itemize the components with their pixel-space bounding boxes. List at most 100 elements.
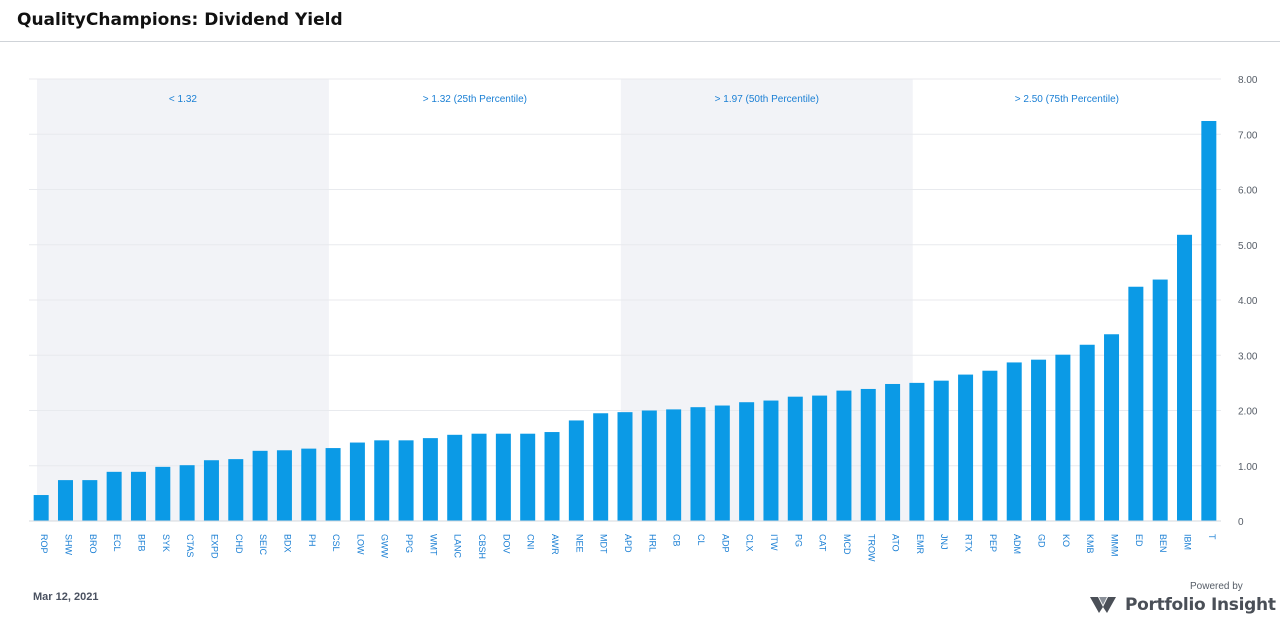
bar[interactable]	[836, 390, 852, 521]
x-tick-label: KMB	[1085, 534, 1095, 554]
y-tick-label: 8.00	[1238, 75, 1258, 86]
x-tick-label: RTX	[964, 534, 974, 552]
bar[interactable]	[57, 480, 73, 521]
y-tick-label: 1.00	[1238, 462, 1258, 473]
x-tick-label: APD	[623, 534, 633, 553]
bar[interactable]	[885, 383, 901, 521]
percentile-band-label: > 2.50 (75th Percentile)	[1015, 94, 1119, 105]
bar[interactable]	[374, 440, 390, 521]
bar[interactable]	[471, 433, 487, 521]
bar[interactable]	[714, 405, 730, 521]
y-tick-label: 4.00	[1238, 296, 1258, 307]
y-tick-label: 7.00	[1238, 130, 1258, 141]
x-tick-label: PH	[307, 534, 317, 547]
x-tick-label: KO	[1061, 534, 1071, 547]
bar[interactable]	[568, 420, 584, 521]
y-tick-label: 6.00	[1238, 186, 1258, 197]
bar[interactable]	[1201, 120, 1217, 522]
bar[interactable]	[1055, 354, 1071, 521]
x-tick-label: MMM	[1110, 534, 1120, 557]
x-tick-label: BDX	[282, 534, 292, 553]
x-tick-label: NEE	[574, 534, 584, 553]
x-tick-label: JNJ	[939, 534, 949, 550]
bar[interactable]	[617, 412, 633, 521]
bar[interactable]	[1177, 234, 1193, 521]
bar[interactable]	[106, 471, 122, 521]
bar[interactable]	[349, 442, 365, 521]
bar[interactable]	[690, 407, 706, 521]
x-tick-label: ED	[1134, 534, 1144, 547]
bar[interactable]	[1104, 334, 1120, 521]
bar[interactable]	[1031, 359, 1047, 521]
brand[interactable]: Portfolio Insight	[1090, 593, 1276, 617]
x-tick-label: SHW	[63, 534, 73, 556]
x-tick-label: TROW	[866, 534, 876, 562]
bar[interactable]	[544, 432, 560, 521]
x-tick-label: SYK	[161, 534, 171, 552]
bar[interactable]	[155, 466, 171, 521]
brand-name: Portfolio Insight	[1125, 595, 1276, 615]
percentile-band-label: > 1.97 (50th Percentile)	[715, 94, 819, 105]
x-tick-label: ITW	[769, 534, 779, 551]
bar[interactable]	[982, 370, 998, 521]
x-tick-label: GWW	[380, 534, 390, 558]
bar[interactable]	[933, 380, 949, 521]
chart-title: QualityChampions: Dividend Yield	[17, 10, 343, 30]
bar[interactable]	[1079, 344, 1095, 521]
bar[interactable]	[860, 388, 876, 521]
x-tick-label: PG	[793, 534, 803, 547]
bar[interactable]	[1152, 279, 1168, 521]
x-tick-label: CB	[672, 534, 682, 547]
bar[interactable]	[909, 382, 925, 521]
powered-by-label: Powered by	[1190, 581, 1243, 592]
bar[interactable]	[276, 450, 292, 521]
bar[interactable]	[666, 409, 682, 521]
x-tick-label: CNI	[526, 534, 536, 550]
bar[interactable]	[763, 400, 779, 521]
percentile-band-label: > 1.32 (25th Percentile)	[423, 94, 527, 105]
x-tick-label: PPG	[404, 534, 414, 553]
x-tick-label: CSL	[331, 534, 341, 552]
x-tick-label: GD	[1037, 534, 1047, 548]
bar[interactable]	[1006, 362, 1022, 521]
bar[interactable]	[447, 434, 463, 521]
x-tick-label: EXPD	[209, 534, 219, 559]
bar[interactable]	[325, 448, 341, 521]
bar[interactable]	[301, 448, 317, 521]
y-tick-label: 5.00	[1238, 241, 1258, 252]
x-tick-label: ADP	[720, 534, 730, 553]
x-tick-label: CHD	[234, 534, 244, 554]
bar[interactable]	[958, 374, 974, 521]
bar[interactable]	[641, 410, 657, 522]
page-header: QualityChampions: Dividend Yield	[0, 0, 1280, 42]
bar[interactable]	[252, 450, 268, 521]
x-tick-label: CAT	[818, 534, 828, 552]
bar[interactable]	[130, 471, 146, 521]
x-tick-label: BFB	[136, 534, 146, 552]
bar[interactable]	[812, 395, 828, 521]
bar[interactable]	[422, 438, 438, 521]
x-tick-label: ROP	[39, 534, 49, 554]
bar[interactable]	[228, 459, 244, 521]
bar[interactable]	[520, 433, 536, 521]
bar[interactable]	[1128, 286, 1144, 521]
x-tick-label: CLX	[745, 534, 755, 552]
bar[interactable]	[203, 460, 219, 521]
x-tick-label: SEIC	[258, 534, 268, 556]
bar[interactable]	[82, 480, 98, 521]
bar[interactable]	[179, 465, 195, 521]
y-tick-label: 3.00	[1238, 351, 1258, 362]
percentile-band-label: < 1.32	[169, 94, 198, 105]
x-tick-label: BRO	[88, 534, 98, 554]
bar[interactable]	[739, 402, 755, 521]
bar[interactable]	[593, 413, 609, 521]
bar[interactable]	[787, 396, 803, 521]
portfolio-insight-logo-icon	[1090, 597, 1116, 613]
x-tick-label: LOW	[355, 534, 365, 555]
bar[interactable]	[495, 433, 511, 521]
bar[interactable]	[398, 440, 414, 521]
x-tick-label: WMT	[428, 534, 438, 556]
x-tick-label: MDT	[599, 534, 609, 554]
bar[interactable]	[33, 495, 49, 521]
